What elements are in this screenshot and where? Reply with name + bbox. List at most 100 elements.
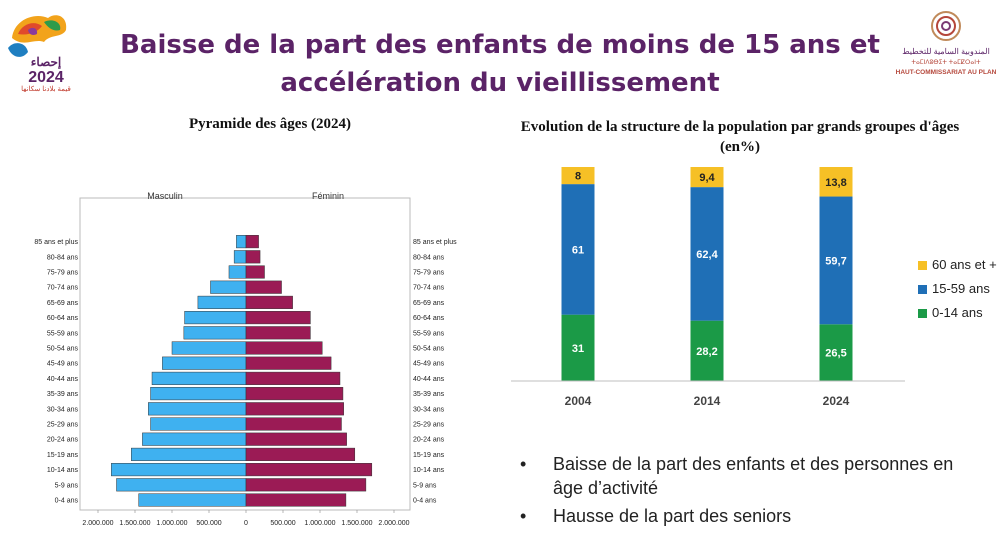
age-label-right: 30-34 ans [413, 406, 445, 413]
data-label: 61 [572, 244, 584, 256]
x-tick-label: 500.000 [196, 520, 221, 527]
age-label-right: 60-64 ans [413, 315, 445, 322]
age-label-right: 40-44 ans [413, 376, 445, 383]
legend-item-0-14: 0-14 ans [918, 305, 983, 320]
age-label-right: 35-39 ans [413, 391, 445, 398]
pyramid-frame [79, 197, 411, 511]
stacked-bar-chart: 31 61 8 28,2 62,4 9,4 26,5 59,7 13,8 2004 2014 202… [511, 167, 905, 408]
bar-segment [690, 187, 724, 321]
age-label-right: 55-59 ans [413, 330, 445, 337]
female-bar [245, 265, 265, 279]
age-label-left: 30-34 ans [47, 406, 79, 413]
age-label-right: 0-4 ans [413, 498, 437, 505]
legend-label-0-14: 0-14 ans [932, 305, 983, 320]
male-bar [142, 432, 247, 446]
female-bar [245, 478, 367, 492]
age-label-right: 85 ans et plus [413, 239, 457, 246]
age-label-right: 65-69 ans [413, 300, 445, 307]
x-tick-label: 2.000.000 [82, 520, 113, 527]
age-label-left: 70-74 ans [47, 285, 79, 292]
data-label: 31 [572, 343, 584, 355]
rgph-2024-logo: إحصاء 2024 قيمة بلادنا سكانها [4, 8, 84, 93]
male-bar [116, 478, 247, 492]
legend-label-60-plus: 60 ans et + [932, 257, 997, 272]
age-label-right: 70-74 ans [413, 285, 445, 292]
male-bar [111, 463, 247, 477]
male-bar [171, 341, 247, 355]
bullet-item: • Hausse de la part des seniors [520, 504, 980, 528]
x-tick-label: 1.000.000 [304, 520, 335, 527]
female-bar [245, 235, 259, 249]
female-bar [245, 356, 332, 370]
masculin-label: Masculin [147, 191, 183, 201]
age-label-left: 45-49 ans [47, 361, 79, 368]
age-label-left: 75-79 ans [47, 270, 79, 277]
bar-segment [819, 196, 853, 325]
female-bar [245, 463, 373, 477]
female-bar [245, 417, 342, 431]
age-label-left: 0-4 ans [55, 498, 79, 505]
bullet-text: Hausse de la part des seniors [553, 506, 792, 526]
age-label-left: 55-59 ans [47, 330, 79, 337]
age-label-right: 5-9 ans [413, 482, 437, 489]
x-tick-label: 1.000.000 [156, 520, 187, 527]
legend-swatch-60-plus [918, 261, 927, 271]
female-bar [245, 280, 282, 294]
age-label-left: 35-39 ans [47, 391, 79, 398]
legend-label-15-59: 15-59 ans [932, 281, 990, 296]
stacked-bar-title: Evolution de la structure de la populati… [520, 119, 960, 155]
age-label-left: 5-9 ans [55, 482, 79, 489]
age-label-right: 25-29 ans [413, 422, 445, 429]
svg-text:قيمة بلادنا سكانها: قيمة بلادنا سكانها [21, 85, 71, 92]
age-pyramid-chart: Masculin Féminin 0-4 ans 0-4 ans 5-9 ans 5-… [34, 191, 457, 527]
female-bar [245, 250, 261, 264]
data-label: 62,4 [696, 249, 718, 261]
bar-segment [819, 167, 853, 197]
age-label-left: 60-64 ans [47, 315, 79, 322]
female-bar [245, 311, 311, 325]
data-label: 59,7 [825, 255, 846, 267]
male-bar [233, 250, 247, 264]
data-label: 26,5 [825, 348, 846, 360]
age-label-left: 65-69 ans [47, 300, 79, 307]
male-bar [183, 326, 247, 340]
bar-segment [690, 167, 724, 188]
male-bar [162, 356, 247, 370]
category-label: 2014 [694, 394, 721, 408]
page-title: Baisse de la part des enfants de moins d… [120, 30, 880, 98]
male-bar [148, 402, 247, 416]
age-label-right: 10-14 ans [413, 467, 445, 474]
x-tick-label: 2.000.000 [378, 520, 409, 527]
age-label-left: 80-84 ans [47, 254, 79, 261]
svg-text:المندوبية السامية للتخطيط: المندوبية السامية للتخطيط [902, 47, 990, 56]
bar-segment [561, 167, 595, 185]
female-bar [245, 371, 341, 385]
data-label: 28,2 [696, 346, 717, 358]
male-bar [184, 311, 247, 325]
male-bar [228, 265, 247, 279]
svg-text:HAUT-COMMISSARIAT AU PLAN: HAUT-COMMISSARIAT AU PLAN [896, 69, 997, 76]
legend-swatch-0-14 [918, 309, 927, 319]
bar-segment [819, 324, 853, 381]
x-tick-label: 0 [244, 520, 248, 527]
legend-item-15-59: 15-59 ans [918, 281, 990, 296]
female-bar [245, 326, 311, 340]
male-bar [131, 447, 247, 461]
svg-text:ⵜⴰⵎⵏⴷⵓⴱⵉⵜ ⵜⴰⵎⵇⵔⴰⵏⵜ: ⵜⴰⵎⵏⴷⵓⴱⵉⵜ ⵜⴰⵎⵇⵔⴰⵏⵜ [911, 60, 981, 66]
age-label-right: 20-24 ans [413, 437, 445, 444]
bullet-list: • Baisse de la part des enfants et des p… [520, 452, 980, 532]
x-tick-label: 1.500.000 [119, 520, 150, 527]
female-bar [245, 447, 356, 461]
male-bar [138, 493, 247, 507]
female-bar [245, 402, 344, 416]
bar-segment [561, 314, 595, 381]
age-label-left: 10-14 ans [47, 467, 79, 474]
age-label-right: 45-49 ans [413, 361, 445, 368]
age-label-right: 75-79 ans [413, 270, 445, 277]
male-bar [151, 371, 247, 385]
x-tick-label: 500.000 [270, 520, 295, 527]
male-bar [236, 235, 247, 249]
data-label: 9,4 [699, 172, 715, 184]
data-label: 8 [575, 171, 581, 183]
bullet-dot: • [520, 506, 527, 526]
